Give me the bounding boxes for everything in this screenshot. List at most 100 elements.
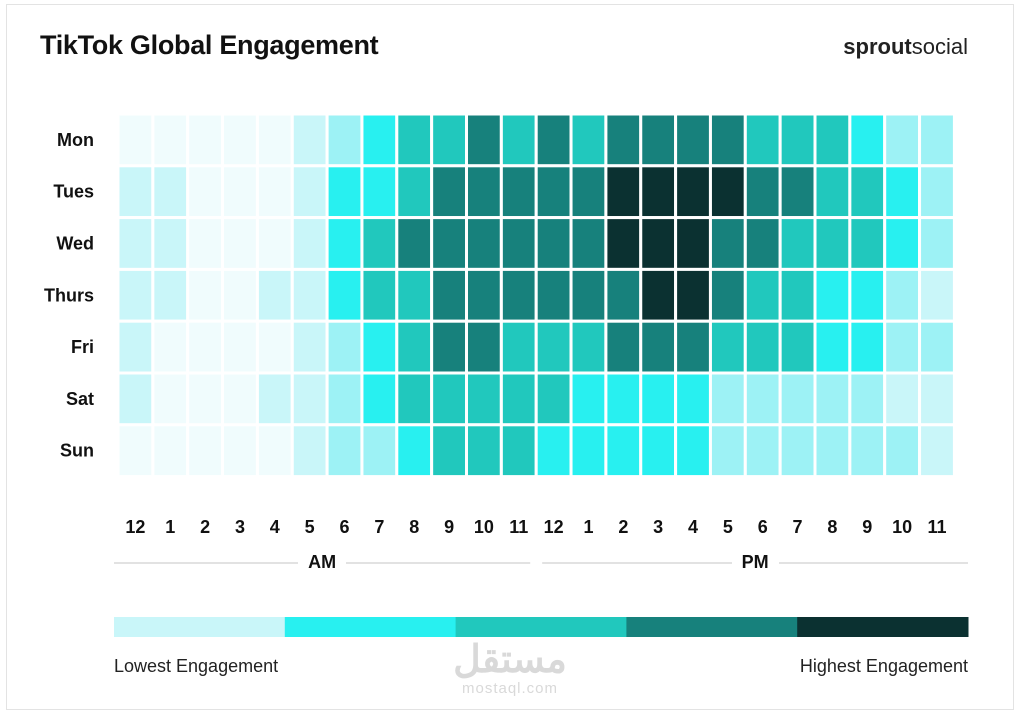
heatmap-cell xyxy=(639,267,678,323)
heatmap-cell xyxy=(221,371,259,427)
heatmap-cell xyxy=(639,371,678,427)
heatmap-cell xyxy=(883,371,922,427)
heatmap-cell xyxy=(151,371,190,427)
heatmap-cell xyxy=(221,112,259,168)
column-label: 10 xyxy=(474,517,494,537)
legend-swatch xyxy=(455,617,627,637)
heatmap-cell xyxy=(604,112,643,168)
heatmap-cell xyxy=(534,319,573,375)
heatmap-cell xyxy=(674,267,712,323)
heatmap-cell xyxy=(604,319,643,375)
heatmap-cell xyxy=(499,371,538,427)
heatmap-cell xyxy=(255,267,294,323)
heatmap-cell xyxy=(883,319,922,375)
heatmap-cell xyxy=(221,164,259,220)
heatmap-cell xyxy=(151,216,190,271)
heatmap-cell xyxy=(569,371,608,427)
heatmap-cell xyxy=(604,371,643,427)
heatmap-cell xyxy=(499,112,538,168)
heatmap-cell xyxy=(465,267,503,323)
row-label: Thurs xyxy=(44,285,94,305)
heatmap-cell xyxy=(360,267,399,323)
row-label: Sun xyxy=(60,441,94,461)
legend-swatch xyxy=(626,617,798,637)
heatmap-cell xyxy=(743,164,782,220)
heatmap-cell xyxy=(465,319,503,375)
heatmap-cell xyxy=(778,216,817,271)
heatmap-cell xyxy=(534,112,573,168)
heatmap-cell xyxy=(186,371,225,427)
heatmap-cell xyxy=(430,319,468,375)
heatmap-cell xyxy=(290,216,329,271)
heatmap-cell xyxy=(186,216,225,271)
heatmap-cell xyxy=(255,319,294,375)
heatmap-cell xyxy=(290,319,329,375)
heatmap-cell xyxy=(151,319,190,375)
heatmap-cell xyxy=(848,216,887,271)
heatmap-cell xyxy=(499,164,538,220)
heatmap-cell xyxy=(465,216,503,271)
heatmap-cell xyxy=(186,267,225,323)
heatmap-cell xyxy=(848,423,887,479)
am-label: AM xyxy=(298,552,347,573)
heatmap-cell xyxy=(395,371,434,427)
heatmap-cell xyxy=(778,267,817,323)
heatmap-cell xyxy=(290,423,329,479)
heatmap-cell xyxy=(116,112,155,168)
heatmap-cell xyxy=(778,112,817,168)
heatmap-cell xyxy=(708,112,747,168)
column-label: 8 xyxy=(409,517,419,537)
heatmap-cell xyxy=(395,112,434,168)
heatmap-cell xyxy=(116,371,155,427)
heatmap-cell xyxy=(499,423,538,479)
heatmap-cell xyxy=(778,371,817,427)
column-label: 10 xyxy=(892,517,912,537)
heatmap-cell xyxy=(395,267,434,323)
heatmap-cell xyxy=(499,267,538,323)
column-label: 8 xyxy=(827,517,837,537)
heatmap-cell xyxy=(395,423,434,479)
heatmap-cell xyxy=(360,216,399,271)
heatmap-cell xyxy=(708,423,747,479)
heatmap-cell xyxy=(255,423,294,479)
row-label: Sat xyxy=(66,389,94,409)
heatmap-cell xyxy=(883,164,922,220)
heatmap-cell xyxy=(918,216,956,271)
column-label: 3 xyxy=(653,517,663,537)
heatmap-cell xyxy=(708,164,747,220)
heatmap-cell xyxy=(116,423,155,479)
heatmap-cell xyxy=(221,216,259,271)
column-label: 9 xyxy=(444,517,454,537)
column-label: 11 xyxy=(927,517,946,537)
heatmap-cell xyxy=(151,112,190,168)
heatmap-cell xyxy=(360,164,399,220)
heatmap-cell xyxy=(708,371,747,427)
heatmap-cell xyxy=(743,371,782,427)
heatmap-cell xyxy=(918,371,956,427)
row-label: Wed xyxy=(56,234,94,254)
column-label: 6 xyxy=(758,517,768,537)
heatmap-cell xyxy=(708,267,747,323)
column-label: 12 xyxy=(125,517,145,537)
heatmap-cell xyxy=(848,319,887,375)
heatmap-cell xyxy=(674,319,712,375)
heatmap-cell xyxy=(151,423,190,479)
heatmap-cell xyxy=(151,267,190,323)
watermark-logo: مستقل mostaql.com xyxy=(453,639,567,697)
heatmap-cell xyxy=(743,267,782,323)
heatmap-cell xyxy=(918,423,956,479)
heatmap-cell xyxy=(813,112,852,168)
heatmap-cell xyxy=(848,267,887,323)
heatmap-cell xyxy=(883,423,922,479)
row-label: Tues xyxy=(53,182,94,202)
heatmap-cell xyxy=(639,319,678,375)
heatmap-cell xyxy=(290,112,329,168)
heatmap-cell xyxy=(569,164,608,220)
heatmap-cell xyxy=(290,371,329,427)
heatmap-cell xyxy=(708,319,747,375)
heatmap-cell xyxy=(116,216,155,271)
heatmap-cell xyxy=(186,164,225,220)
heatmap-cell xyxy=(534,267,573,323)
heatmap-cell xyxy=(499,216,538,271)
heatmap-cell xyxy=(743,216,782,271)
